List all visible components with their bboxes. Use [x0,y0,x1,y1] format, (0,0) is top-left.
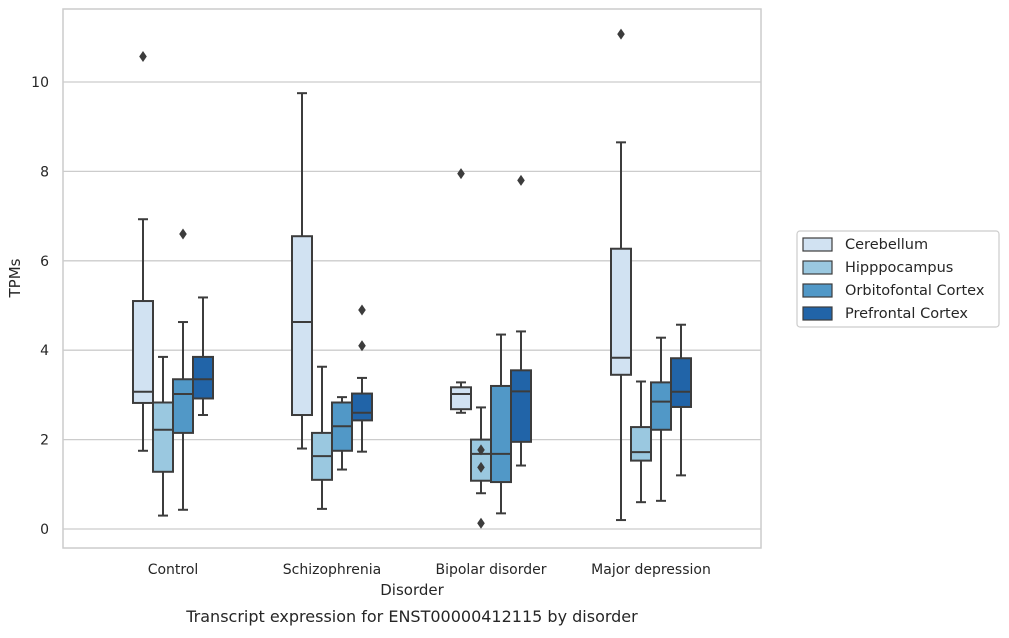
box-iqr [510,369,532,443]
box-iqr [670,357,692,408]
legend: Cerebellum Hipppocampus Orbitofontal Corte… [796,230,1000,328]
outlier-point [477,517,485,529]
box-1-0 [291,92,313,450]
box-iqr [630,426,652,462]
outlier-point [358,340,366,352]
legend-label: Hipppocampus [845,260,953,276]
chart-caption: Transcript expression for ENST0000041211… [185,607,638,626]
box-iqr [192,355,214,400]
box-3-2 [650,336,672,502]
grid-lines [63,81,761,530]
y-axis-label: TPMs [6,258,24,298]
legend-label: Orbitofontal Cortex [845,283,985,299]
outlier-point [139,51,147,63]
box-iqr [650,381,672,431]
y-tick-label: 2 [40,433,49,449]
box-0-1 [152,355,174,517]
box-2-3 [510,174,532,467]
x-tick-label: Major depression [591,562,711,578]
outlier-point [617,28,625,40]
x-tick-label: Schizophrenia [283,562,381,578]
legend-swatch [802,260,833,275]
box-3-3 [670,323,692,477]
box-iqr [450,386,472,411]
legend-swatch [802,283,833,298]
outlier-point [179,228,187,240]
box-0-3 [192,296,214,417]
legend-frame [796,230,1000,328]
outlier-point [477,461,485,473]
box-3-1 [630,380,652,504]
box-0-2 [172,228,194,511]
y-tick-label: 8 [40,164,49,180]
y-tick-label: 0 [40,522,49,538]
outlier-point [477,444,485,456]
plot-frame [62,8,762,549]
box-iqr [490,384,512,484]
legend-swatch [802,306,833,321]
box-iqr [172,378,194,434]
box-1-2 [331,396,353,471]
box-1-1 [311,365,333,510]
outlier-point [358,304,366,316]
box-iqr [351,392,373,422]
outlier-point [457,168,465,180]
box-iqr [610,247,632,376]
box-2-0 [450,168,472,414]
y-tick-label: 4 [40,343,49,359]
tick-labels: 0 2 4 6 8 10 Control Schizophrenia Bipolar disor… [31,75,711,578]
box-3-0 [610,28,632,522]
y-tick-label: 6 [40,254,49,270]
y-tick-label: 10 [31,75,49,91]
outlier-point [517,174,525,186]
box-iqr [291,235,313,417]
box-2-1 [470,406,492,529]
box-1-3 [351,304,373,453]
boxes-layer [132,28,692,529]
legend-label: Prefrontal Cortex [845,306,968,322]
x-tick-label: Bipolar disorder [435,562,546,578]
legend-label: Cerebellum [845,237,928,253]
box-iqr [152,401,174,473]
x-axis-label: Disorder [380,581,444,599]
x-tick-label: Control [148,562,199,578]
box-0-0 [132,51,154,452]
box-iqr [132,300,154,404]
box-2-2 [490,333,512,515]
legend-swatch [802,237,833,252]
